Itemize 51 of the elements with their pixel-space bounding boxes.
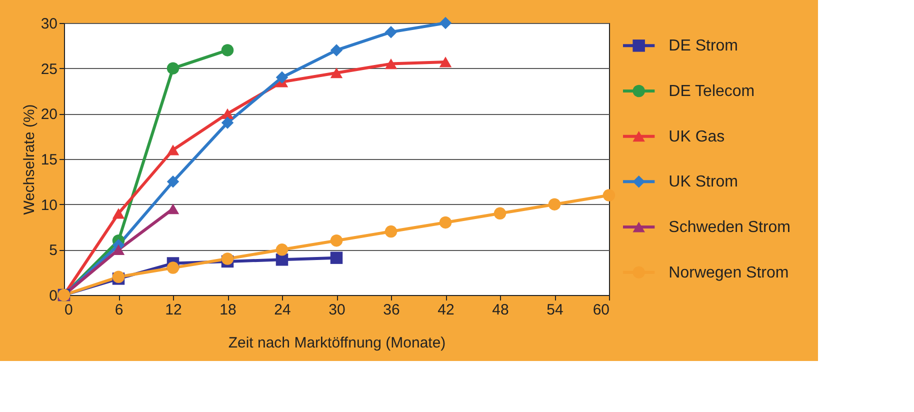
y-axis-title: Wechselrate (%) [20, 104, 38, 215]
point [439, 56, 452, 68]
x-tick-label: 36 [383, 302, 400, 318]
x-tick-label: 6 [114, 302, 124, 318]
point [439, 216, 452, 229]
point [330, 252, 343, 264]
x-tick-label: 48 [492, 302, 509, 318]
point [330, 234, 343, 247]
point [221, 44, 234, 56]
point [384, 26, 398, 38]
y-tick-label: 25 [40, 60, 58, 78]
legend-label: UK Strom [668, 174, 738, 191]
x-tick-label: 30 [328, 302, 346, 318]
point [384, 225, 398, 238]
point [221, 108, 234, 119]
x-tick-label: 0 [64, 302, 73, 318]
point [276, 71, 288, 84]
y-tick-label: 30 [40, 16, 58, 32]
legend-label: DE Strom [668, 38, 738, 55]
x-tick-label: 12 [165, 302, 182, 318]
x-tick-label: 18 [220, 302, 236, 318]
x-tick-label: 54 [546, 302, 564, 318]
y-tick-label: 5 [49, 242, 58, 260]
y-tick-label: 0 [49, 288, 58, 304]
legend-label: Norwegen Strom [668, 264, 789, 282]
y-tick-label: 20 [40, 106, 58, 124]
point [166, 176, 180, 188]
x-tick-label: 24 [274, 302, 291, 318]
point [221, 252, 234, 265]
point [112, 208, 125, 219]
point [439, 16, 452, 30]
point [166, 144, 180, 156]
x-tick-label: 42 [438, 302, 454, 318]
legend-label: Schweden Strom [668, 219, 791, 236]
x-tick-label: 60 [592, 302, 610, 318]
y-tick-label: 15 [40, 152, 58, 168]
point [494, 207, 506, 220]
legend-label: UK Gas [668, 128, 725, 146]
point [166, 62, 180, 74]
point [548, 198, 561, 210]
point [384, 58, 398, 70]
legend-label: DE Telecom [668, 83, 755, 100]
point [166, 262, 180, 274]
point [602, 189, 616, 202]
x-axis-title: Zeit nach Marktöffnung (Monate) [228, 334, 446, 352]
point [330, 44, 343, 56]
y-tick-label: 10 [40, 196, 58, 214]
point [166, 204, 180, 214]
point [330, 68, 343, 78]
point [221, 116, 234, 129]
point [276, 244, 288, 256]
